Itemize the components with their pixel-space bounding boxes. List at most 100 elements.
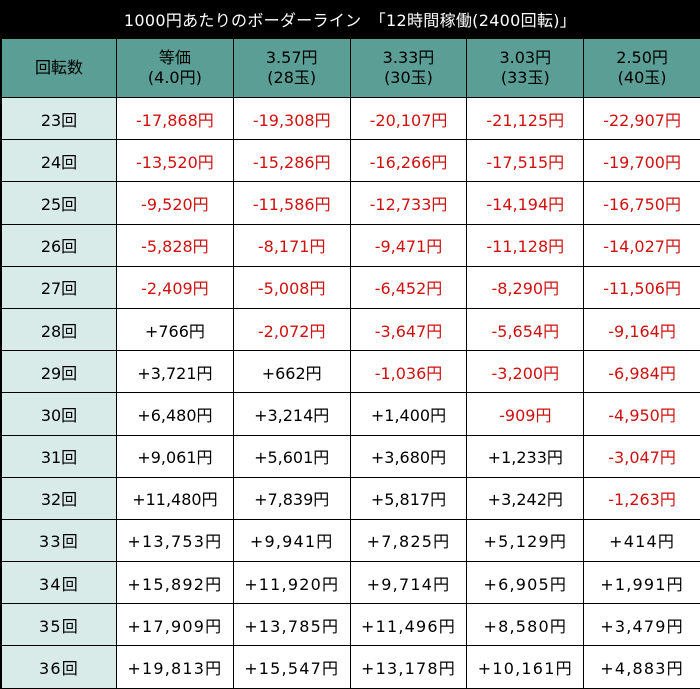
table-row: 29回 +3,721円 +662円 -1,036円 -3,200円 -6,984円: [1, 350, 700, 394]
value-cell: +15,892円: [116, 561, 234, 605]
value-cell: +13,178円: [349, 645, 468, 689]
value-cell: +3,721円: [116, 350, 234, 394]
table-row: 28回 +766円 -2,072円 -3,647円 -5,654円 -9,164円: [1, 307, 700, 352]
row-label: 31回: [1, 434, 117, 478]
table-row: 23回 -17,868円 -19,308円 -20,107円 -21,125円 -22,9…: [1, 96, 700, 141]
value-cell: +766円: [116, 307, 234, 352]
value-cell: -5,828円: [116, 223, 234, 267]
row-label: 32回: [1, 476, 117, 520]
value-cell: +9,714円: [349, 561, 468, 605]
table-row: 31回 +9,061円 +5,601円 +3,680円 +1,233円 -3,047円: [1, 434, 700, 478]
value-cell: +11,920円: [232, 561, 351, 605]
value-cell: +1,400円: [349, 392, 468, 436]
value-cell: +3,242円: [466, 476, 585, 520]
value-cell: -1,263円: [583, 476, 700, 520]
value-cell: -19,308円: [232, 96, 351, 141]
value-cell: +19,813円: [116, 645, 234, 689]
header-column: 3.57円 (28玉): [232, 38, 351, 98]
value-cell: -9,471円: [349, 223, 468, 267]
header-spin-count: 回転数: [1, 38, 117, 98]
value-cell: -3,200円: [466, 350, 585, 394]
header-column: 2.50円 (40玉): [583, 38, 700, 98]
value-cell: -6,452円: [349, 265, 468, 309]
row-label: 24回: [1, 139, 117, 183]
value-cell: +1,991円: [583, 561, 700, 605]
value-cell: +3,479円: [583, 603, 700, 647]
value-cell: +6,480円: [116, 392, 234, 436]
value-cell: -8,171円: [232, 223, 351, 267]
value-cell: -22,907円: [583, 96, 700, 141]
value-cell: +7,825円: [349, 518, 468, 563]
row-label: 33回: [1, 518, 117, 563]
value-cell: -20,107円: [349, 96, 468, 141]
table-row: 26回 -5,828円 -8,171円 -9,471円 -11,128円 -14,027円: [1, 223, 700, 267]
value-cell: +8,580円: [466, 603, 585, 647]
value-cell: +1,233円: [466, 434, 585, 478]
value-cell: -12,733円: [349, 181, 468, 225]
value-cell: -8,290円: [466, 265, 585, 309]
value-cell: -17,515円: [466, 139, 585, 183]
row-label: 25回: [1, 181, 117, 225]
table-row: 27回 -2,409円 -5,008円 -6,452円 -8,290円 -11,506円: [1, 265, 700, 309]
value-cell: +9,941円: [232, 518, 351, 563]
table-row: 35回 +17,909円 +13,785円 +11,496円 +8,580円 +3,479…: [1, 603, 700, 647]
value-cell: +5,129円: [466, 518, 585, 563]
value-cell: +13,785円: [232, 603, 351, 647]
header-column: 3.33円 (30玉): [349, 38, 468, 98]
value-cell: +15,547円: [232, 645, 351, 689]
row-label: 26回: [1, 223, 117, 267]
value-cell: -15,286円: [232, 139, 351, 183]
value-cell: -14,194円: [466, 181, 585, 225]
value-cell: +10,161円: [466, 645, 585, 689]
value-cell: -19,700円: [583, 139, 700, 183]
value-cell: -909円: [466, 392, 585, 436]
value-cell: +13,753円: [116, 518, 234, 563]
border-line-table: 回転数 等価 (4.0円) 3.57円 (28玉) 3.33円 (30玉) 3.03円…: [1, 38, 700, 689]
table-row: 25回 -9,520円 -11,586円 -12,733円 -14,194円 -16,75…: [1, 181, 700, 225]
value-cell: +6,905円: [466, 561, 585, 605]
row-label: 34回: [1, 561, 117, 605]
row-label: 28回: [1, 307, 117, 352]
table-row: 33回 +13,753円 +9,941円 +7,825円 +5,129円 +414円: [1, 518, 700, 563]
value-cell: -3,647円: [349, 307, 468, 352]
row-label: 35回: [1, 603, 117, 647]
value-cell: +3,214円: [232, 392, 351, 436]
value-cell: -4,950円: [583, 392, 700, 436]
value-cell: +414円: [583, 518, 700, 563]
value-cell: +11,496円: [349, 603, 468, 647]
value-cell: -14,027円: [583, 223, 700, 267]
value-cell: +5,601円: [232, 434, 351, 478]
table-header-row: 回転数 等価 (4.0円) 3.57円 (28玉) 3.33円 (30玉) 3.03円…: [1, 38, 700, 98]
value-cell: +9,061円: [116, 434, 234, 478]
page-title: 1000円あたりのボーダーライン 「12時間稼働(2400回転)」: [0, 0, 700, 38]
table-row: 34回 +15,892円 +11,920円 +9,714円 +6,905円 +1,991円: [1, 561, 700, 605]
value-cell: -17,868円: [116, 96, 234, 141]
value-cell: -1,036円: [349, 350, 468, 394]
row-label: 29回: [1, 350, 117, 394]
value-cell: +11,480円: [116, 476, 234, 520]
table-row: 32回 +11,480円 +7,839円 +5,817円 +3,242円 -1,263円: [1, 476, 700, 520]
value-cell: +17,909円: [116, 603, 234, 647]
table-row: 30回 +6,480円 +3,214円 +1,400円 -909円 -4,950円: [1, 392, 700, 436]
value-cell: +7,839円: [232, 476, 351, 520]
value-cell: +662円: [232, 350, 351, 394]
value-cell: +5,817円: [349, 476, 468, 520]
table-row: 24回 -13,520円 -15,286円 -16,266円 -17,515円 -19,7…: [1, 139, 700, 183]
row-label: 36回: [1, 645, 117, 689]
value-cell: -2,409円: [116, 265, 234, 309]
value-cell: -16,750円: [583, 181, 700, 225]
value-cell: -13,520円: [116, 139, 234, 183]
value-cell: +4,883円: [583, 645, 700, 689]
value-cell: -21,125円: [466, 96, 585, 141]
value-cell: +3,680円: [349, 434, 468, 478]
row-label: 30回: [1, 392, 117, 436]
value-cell: -16,266円: [349, 139, 468, 183]
value-cell: -3,047円: [583, 434, 700, 478]
value-cell: -9,164円: [583, 307, 700, 352]
row-label: 27回: [1, 265, 117, 309]
value-cell: -9,520円: [116, 181, 234, 225]
value-cell: -11,506円: [583, 265, 700, 309]
row-label: 23回: [1, 96, 117, 141]
value-cell: -5,654円: [466, 307, 585, 352]
value-cell: -11,586円: [232, 181, 351, 225]
